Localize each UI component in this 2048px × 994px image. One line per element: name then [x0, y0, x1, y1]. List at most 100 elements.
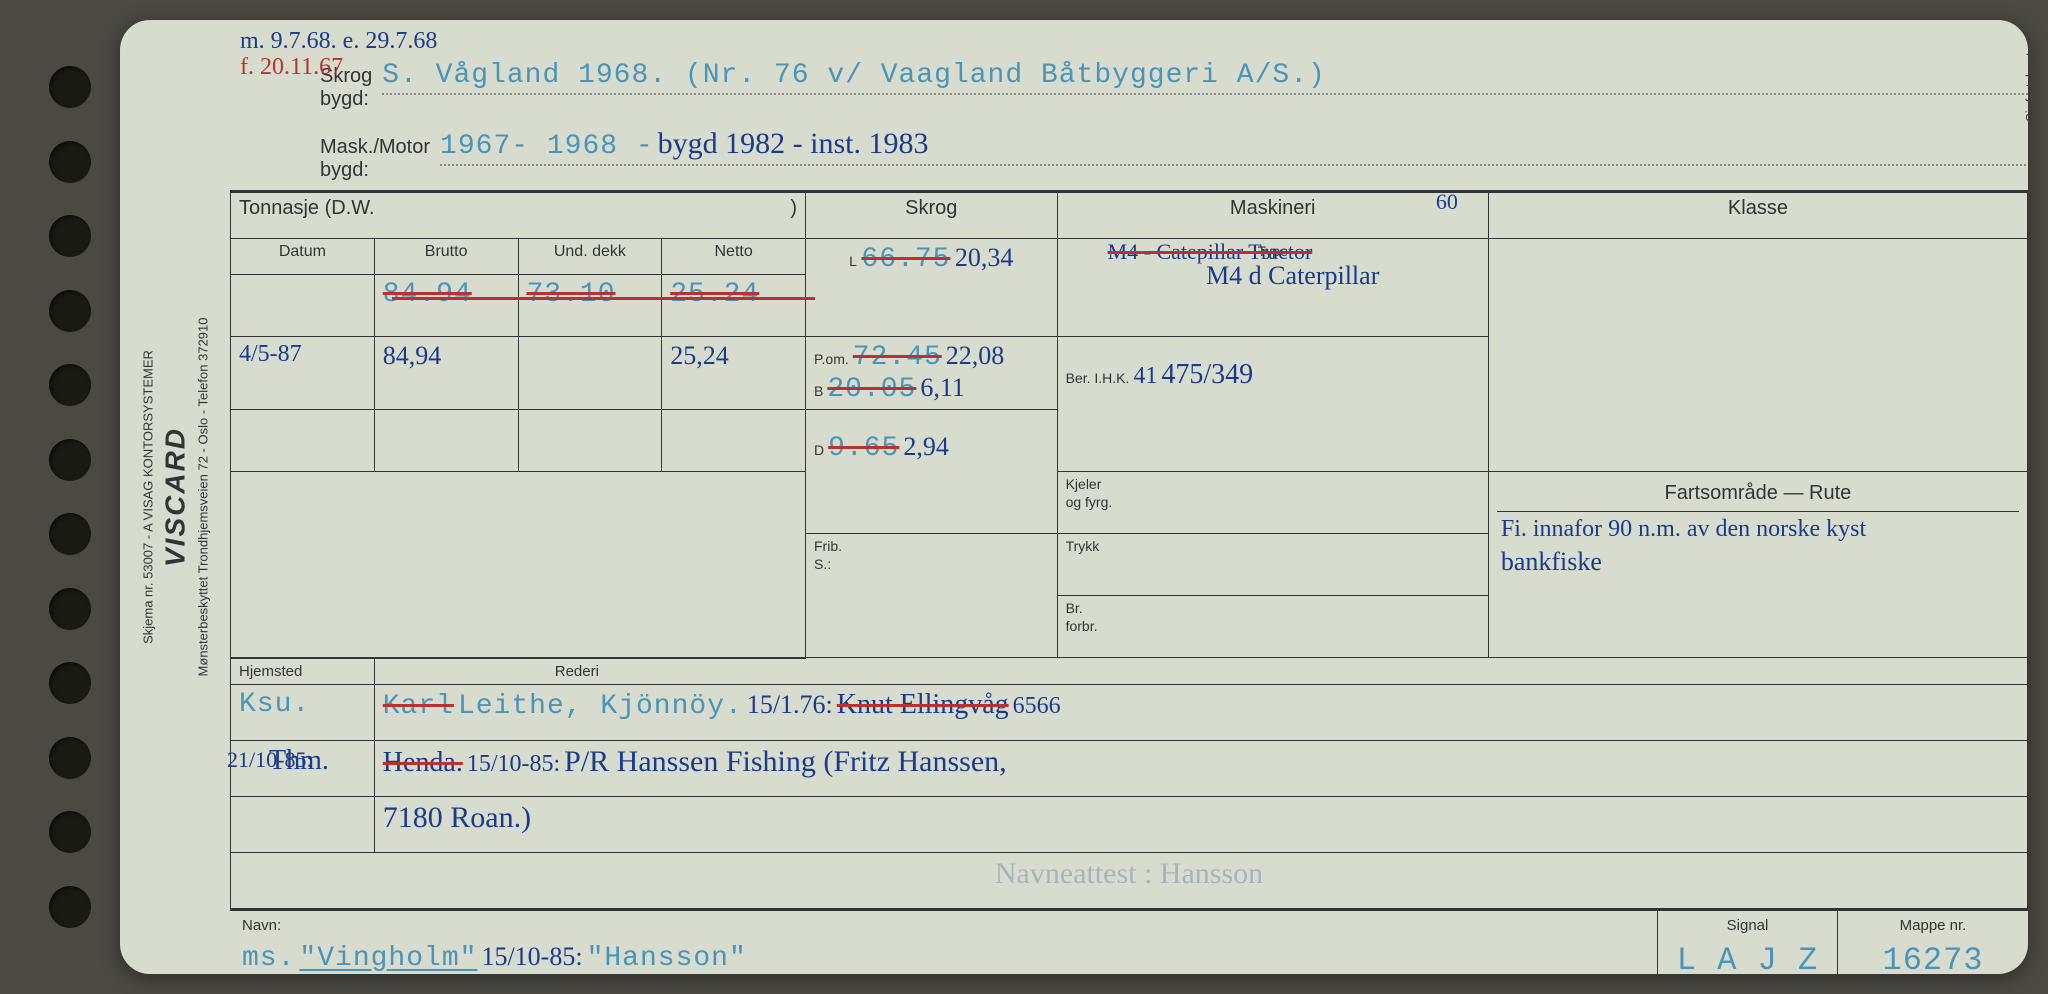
- ber-val2: 475/349: [1161, 359, 1253, 390]
- corner-annotations: m. 9.7.68. e. 29.7.68 f. 20.11.67: [240, 28, 437, 81]
- navn-prefix: ms.: [242, 943, 295, 974]
- length-old: 66.75: [861, 244, 950, 275]
- signal-cell: Signal L A J Z: [1658, 911, 1838, 975]
- maskineri-note: 60: [1436, 189, 1458, 215]
- empty-tonnage: [231, 472, 806, 658]
- hole: [49, 215, 91, 257]
- und-dekk-header: Und. dekk: [518, 239, 662, 275]
- klasse-header: Klasse: [1488, 193, 2027, 239]
- printer-info: Mønsterbeskyttet Trondhjemsveien 72 - Os…: [195, 318, 210, 677]
- brand-logo: VISCARD: [159, 427, 191, 567]
- binder-holes: [20, 20, 120, 974]
- bottom-row: Navn: ms. "Vingholm" 15/10-85: "Hansson"…: [230, 909, 2028, 975]
- main-grid: Tonnasje (D.W. ) Skrog Maskineri 60 Klas…: [230, 190, 2028, 909]
- hjemsted-3: [231, 796, 375, 852]
- rederi1-struck: Karl: [383, 691, 454, 722]
- hole: [49, 811, 91, 853]
- fartsomrade-cell: Fartsområde — Rute Fi. innafor 90 n.m. a…: [1488, 472, 2027, 658]
- datum-1: [231, 275, 375, 337]
- hole: [49, 141, 91, 183]
- und-3: [518, 410, 662, 472]
- navn-label: Navn:: [242, 917, 1645, 934]
- netto-3: [662, 410, 806, 472]
- type-value: M4 d Caterpillar: [1206, 261, 1379, 290]
- hole: [49, 662, 91, 704]
- trykk-cell: Trykk: [1057, 534, 1488, 596]
- length-new: 20,34: [955, 243, 1014, 272]
- depth-cell: D 9.65 2,94: [806, 410, 1058, 534]
- navn-new: "Hansson": [587, 943, 747, 974]
- form-number: Skjema nr. 53007 - A VISAG KONTORSYSTEME…: [140, 350, 155, 644]
- brutto-3: [374, 410, 518, 472]
- navn-date: 15/10-85:: [481, 942, 582, 971]
- signal-label: Signal: [1670, 917, 1825, 934]
- mappe-label: Mappe nr.: [1850, 917, 2016, 934]
- farts-val2: bankfiske: [1497, 547, 2019, 577]
- farts-label: Fartsområde — Rute: [1497, 476, 2019, 512]
- hole: [49, 886, 91, 928]
- brutto-1: 84.94: [374, 275, 518, 337]
- rederi1-struck2: Knut Ellingvåg: [837, 689, 1009, 720]
- netto-2: 25,24: [662, 337, 806, 410]
- skrog-header: Skrog: [806, 193, 1058, 239]
- rederi-3: 7180 Roan.): [374, 796, 2027, 852]
- faded-note: Navneattest : Hansson: [231, 852, 2028, 908]
- rederi1-date: 15/1.76:: [747, 690, 833, 719]
- rederi-1: Karl Leithe, Kjönnöy. 15/1.76: Knut Elli…: [374, 684, 2027, 740]
- rederi2-date: 15/10-85:: [467, 751, 560, 777]
- rederi2-struck: Henda.: [383, 747, 463, 778]
- netto-header: Netto: [662, 239, 806, 275]
- hjemsted-header: Hjemsted: [231, 658, 375, 685]
- ber-cell: Ber. I.H.K. 41 475/349: [1057, 337, 1488, 472]
- type-cell: Type M4 - Catepillar Tractor M4 d Caterp…: [1057, 239, 1488, 337]
- netto-1: 25.24: [662, 275, 806, 337]
- side-label: Skjema nr. 53007 - A VISAG KONTORSYSTEME…: [120, 20, 230, 974]
- brutto-header: Brutto: [374, 239, 518, 275]
- datum-2: 4/5-87: [231, 337, 375, 410]
- br-cell: Br. forbr.: [1057, 596, 1488, 658]
- depth-new: 2,94: [903, 432, 949, 461]
- index-card: Sjøfartskontoret Skjema nr. 53007 - A VI…: [120, 20, 2028, 974]
- type-struck: M4 - Catepillar Tractor: [1108, 239, 1313, 265]
- depth-old: 9.65: [828, 433, 899, 464]
- hole: [49, 588, 91, 630]
- ber-val1: 41: [1133, 363, 1157, 389]
- header-motor: Mask./Motor bygd: 1967- 1968 - bygd 1982…: [230, 119, 2028, 190]
- navn-cell: Navn: ms. "Vingholm" 15/10-85: "Hansson": [230, 911, 1658, 975]
- motor-bygd-typed: 1967- 1968 -: [440, 131, 654, 162]
- farts-val1: Fi. innafor 90 n.m. av den norske kyst: [1497, 512, 2019, 547]
- maskineri-header: Maskineri 60: [1057, 193, 1488, 239]
- klasse-cell: [1488, 239, 2027, 472]
- tonnage-header: Tonnasje (D.W. ): [231, 193, 806, 239]
- date-note-2: f. 20.11.67: [240, 54, 437, 80]
- strike-line: [392, 297, 815, 300]
- hole: [49, 439, 91, 481]
- hole: [49, 364, 91, 406]
- pom-new: 22,08: [946, 341, 1005, 370]
- header-skrog: Skrog bygd: S. Vågland 1968. (Nr. 76 v/ …: [230, 20, 2028, 119]
- datum-3: [231, 410, 375, 472]
- navn-old: "Vingholm": [299, 943, 477, 974]
- hole: [49, 513, 91, 555]
- und-1: 73.10: [518, 275, 662, 337]
- rederi-2: Henda. 15/10-85: P/R Hanssen Fishing (Fr…: [374, 740, 2027, 796]
- hjemsted-2: 21/10-85: Thm.: [231, 740, 375, 796]
- datum-header: Datum: [231, 239, 375, 275]
- mappe-cell: Mappe nr. 16273: [1838, 911, 2028, 975]
- pom-cell: P.om. 72.45 22,08 B 20.05 6,11: [806, 337, 1058, 410]
- length-cell: L 66.75 20,34: [806, 239, 1058, 337]
- hole: [49, 737, 91, 779]
- frib-cell: Frib. S.:: [806, 534, 1058, 658]
- und-2: [518, 337, 662, 410]
- card-wrapper: Sjøfartskontoret Skjema nr. 53007 - A VI…: [20, 20, 2028, 974]
- sjofarts-label: Sjøfartskontoret: [2023, 30, 2028, 122]
- motor-bygd-label: Mask./Motor bygd:: [320, 136, 430, 182]
- rederi-header: Rederi: [374, 658, 2027, 685]
- mappe-value: 16273: [1850, 942, 2016, 975]
- brutto-2: 84,94: [374, 337, 518, 410]
- hjemsted2-date: 21/10-85:: [227, 747, 313, 773]
- hole: [49, 66, 91, 108]
- pom-old: 72.45: [853, 342, 942, 373]
- motor-bygd-handwritten: bygd 1982 - inst. 1983: [658, 127, 929, 160]
- date-note-1: m. 9.7.68. e. 29.7.68: [240, 28, 437, 54]
